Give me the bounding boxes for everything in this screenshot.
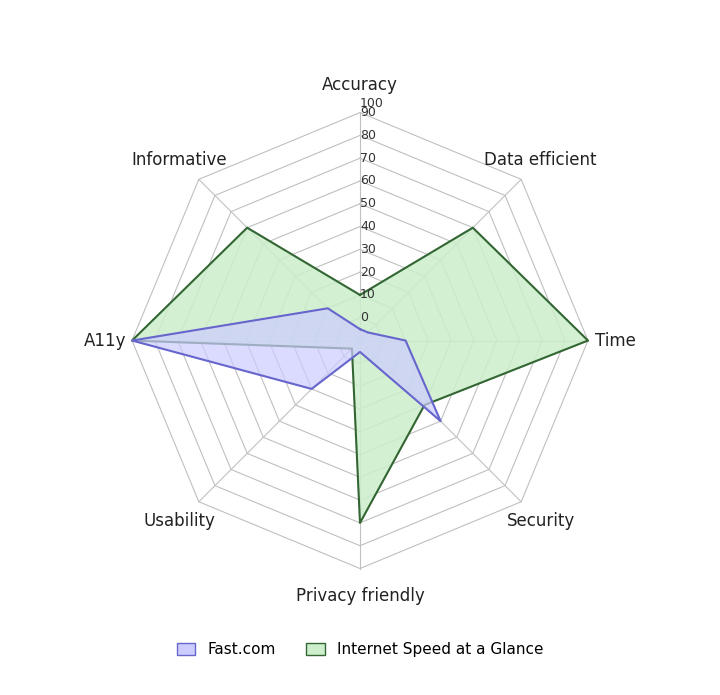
Text: Accuracy: Accuracy [322,76,398,95]
Text: 50: 50 [360,197,376,211]
Text: 20: 20 [360,265,376,279]
Legend: Fast.com, Internet Speed at a Glance: Fast.com, Internet Speed at a Glance [171,636,549,664]
Polygon shape [132,309,441,421]
Text: Usability: Usability [143,512,215,530]
Text: 30: 30 [360,243,376,256]
Text: 0: 0 [360,311,368,325]
Text: 40: 40 [360,220,376,233]
Text: Privacy friendly: Privacy friendly [296,587,424,605]
Text: Security: Security [506,512,575,530]
Text: A11y: A11y [84,332,126,350]
Text: Data efficient: Data efficient [485,151,597,169]
Text: Time: Time [595,332,636,350]
Text: 10: 10 [360,288,376,302]
Text: 60: 60 [360,174,376,188]
Text: 70: 70 [360,152,376,165]
Text: Informative: Informative [132,151,228,169]
Text: 100: 100 [360,97,384,111]
Text: 90: 90 [360,106,376,119]
Text: 80: 80 [360,129,376,142]
Polygon shape [132,228,588,523]
